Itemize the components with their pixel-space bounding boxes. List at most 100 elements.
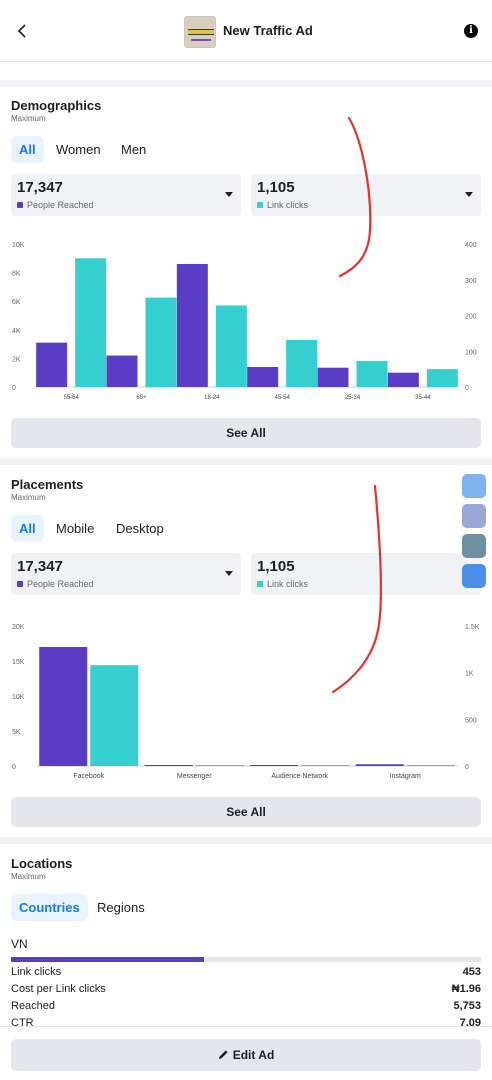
tab-mobile[interactable]: Mobile xyxy=(56,521,95,536)
divider xyxy=(0,837,492,844)
stat-row: Cost per Link clicks ₦1.96 xyxy=(11,983,481,995)
x-tick-label: 18-24 xyxy=(204,395,220,401)
speaker-icon[interactable] xyxy=(462,504,486,528)
metric-label: Link clicks xyxy=(267,579,309,589)
y-tick-left: 0 xyxy=(12,385,16,392)
x-tick-label: Facebook xyxy=(73,773,104,780)
metric-label: People Reached xyxy=(27,579,94,589)
globe-icon[interactable] xyxy=(462,534,486,558)
y-tick-left: 15K xyxy=(12,659,25,666)
divider xyxy=(0,80,492,87)
y-tick-left: 0 xyxy=(12,764,16,771)
tab-regions[interactable]: Regions xyxy=(97,900,145,915)
x-tick-label: Audience Network xyxy=(271,773,328,780)
metric-label: People Reached xyxy=(27,200,94,210)
tab-desktop[interactable]: Desktop xyxy=(116,521,164,536)
bar-people-reached xyxy=(176,264,208,387)
bar-people-reached xyxy=(36,342,68,387)
stat-row: Reached 5,753 xyxy=(11,1000,481,1012)
bar-link-clicks xyxy=(75,258,107,387)
bar-people-reached xyxy=(39,647,88,766)
pencil-icon xyxy=(218,1050,228,1059)
y-tick-right: 200 xyxy=(465,314,477,321)
info-icon[interactable]: i xyxy=(464,24,478,38)
placements-chart: 20K 15K 10K 5K 0 1.5K 1K 500 0 Facebook Messenger A… xyxy=(12,624,480,780)
y-tick-left: 10K xyxy=(12,694,25,701)
y-tick-left: 4K xyxy=(12,328,21,335)
link-clicks-metric[interactable]: 1,105 Link clicks xyxy=(251,553,481,595)
bar-link-clicks xyxy=(215,305,247,387)
stat-label: Link clicks xyxy=(11,966,62,978)
people-reached-metric[interactable]: 17,347 People Reached xyxy=(11,174,241,216)
y-tick-left: 6K xyxy=(12,299,21,306)
floating-tool-icons xyxy=(462,474,488,594)
x-tick-label: 65+ xyxy=(136,395,147,401)
y-tick-right: 500 xyxy=(465,717,477,724)
translate-icon[interactable] xyxy=(462,564,486,588)
back-arrow-icon[interactable] xyxy=(12,20,34,42)
legend-swatch xyxy=(257,581,263,587)
stat-value: 5,753 xyxy=(453,1000,481,1012)
y-tick-right: 400 xyxy=(465,242,477,249)
edit-ad-button[interactable]: Edit Ad xyxy=(11,1039,481,1071)
bar-link-clicks xyxy=(90,665,139,766)
metric-value: 17,347 xyxy=(17,558,63,575)
bar-link-clicks xyxy=(145,297,177,387)
x-tick-label: 35-44 xyxy=(415,395,431,401)
tab-countries[interactable]: Countries xyxy=(11,894,88,921)
divider xyxy=(0,458,492,465)
country-name: VN xyxy=(11,937,28,951)
demographics-see-all-button[interactable]: See All xyxy=(11,418,481,448)
app-shortcut-icon[interactable] xyxy=(462,474,486,498)
y-tick-left: 10K xyxy=(12,242,25,249)
bar-link-clicks xyxy=(286,339,318,387)
annotation-stroke xyxy=(338,116,372,278)
y-tick-right: 300 xyxy=(465,278,477,285)
y-tick-left: 8K xyxy=(12,271,21,278)
x-tick-label: Messenger xyxy=(177,773,212,780)
dropdown-caret-icon xyxy=(465,192,473,197)
y-tick-right: 100 xyxy=(465,349,477,356)
demographics-chart: 10K 8K 6K 4K 2K 0 400 300 200 100 0 55-64 65+ 18-24 45… xyxy=(12,242,477,401)
tab-men[interactable]: Men xyxy=(121,142,147,157)
ad-thumbnail xyxy=(184,16,216,48)
tab-all[interactable]: All xyxy=(11,136,44,163)
bar-people-reached xyxy=(106,355,138,387)
people-reached-metric[interactable]: 17,347 People Reached xyxy=(11,553,241,595)
edit-ad-label: Edit Ad xyxy=(232,1048,275,1062)
placements-subtitle: Maximum xyxy=(11,493,46,502)
country-share-track xyxy=(11,957,481,962)
x-tick-label: 25-34 xyxy=(345,395,361,401)
y-tick-left: 20K xyxy=(12,624,25,631)
bar-link-clicks xyxy=(301,765,350,766)
locations-subtitle: Maximum xyxy=(11,872,46,881)
tab-women[interactable]: Women xyxy=(56,142,101,157)
y-tick-right: 1.5K xyxy=(465,624,480,631)
bar-link-clicks xyxy=(406,765,455,766)
y-tick-left: 2K xyxy=(12,356,21,363)
demographics-title: Demographics xyxy=(11,98,102,113)
top-bar: New Traffic Ad i xyxy=(0,0,492,62)
metric-value: 17,347 xyxy=(17,179,63,196)
stat-row: Link clicks 453 xyxy=(11,966,481,978)
legend-swatch xyxy=(257,202,263,208)
dropdown-caret-icon xyxy=(225,571,233,576)
metric-value: 1,105 xyxy=(257,558,295,575)
bottom-bar: Edit Ad xyxy=(0,1026,492,1080)
bar-people-reached xyxy=(387,372,419,387)
bar-link-clicks xyxy=(356,360,388,387)
tab-all[interactable]: All xyxy=(11,515,44,542)
metric-label: Link clicks xyxy=(267,200,309,210)
stat-label: Cost per Link clicks xyxy=(11,983,106,995)
x-tick-label: 55-64 xyxy=(63,395,79,401)
metric-value: 1,105 xyxy=(257,179,295,196)
placements-see-all-button[interactable]: See All xyxy=(11,797,481,827)
bar-people-reached xyxy=(144,765,193,766)
locations-title: Locations xyxy=(11,856,73,871)
link-clicks-metric[interactable]: 1,105 Link clicks xyxy=(251,174,481,216)
bar-people-reached xyxy=(317,367,349,387)
bar-people-reached xyxy=(355,764,404,766)
annotation-stroke xyxy=(331,484,383,694)
legend-swatch xyxy=(17,581,23,587)
